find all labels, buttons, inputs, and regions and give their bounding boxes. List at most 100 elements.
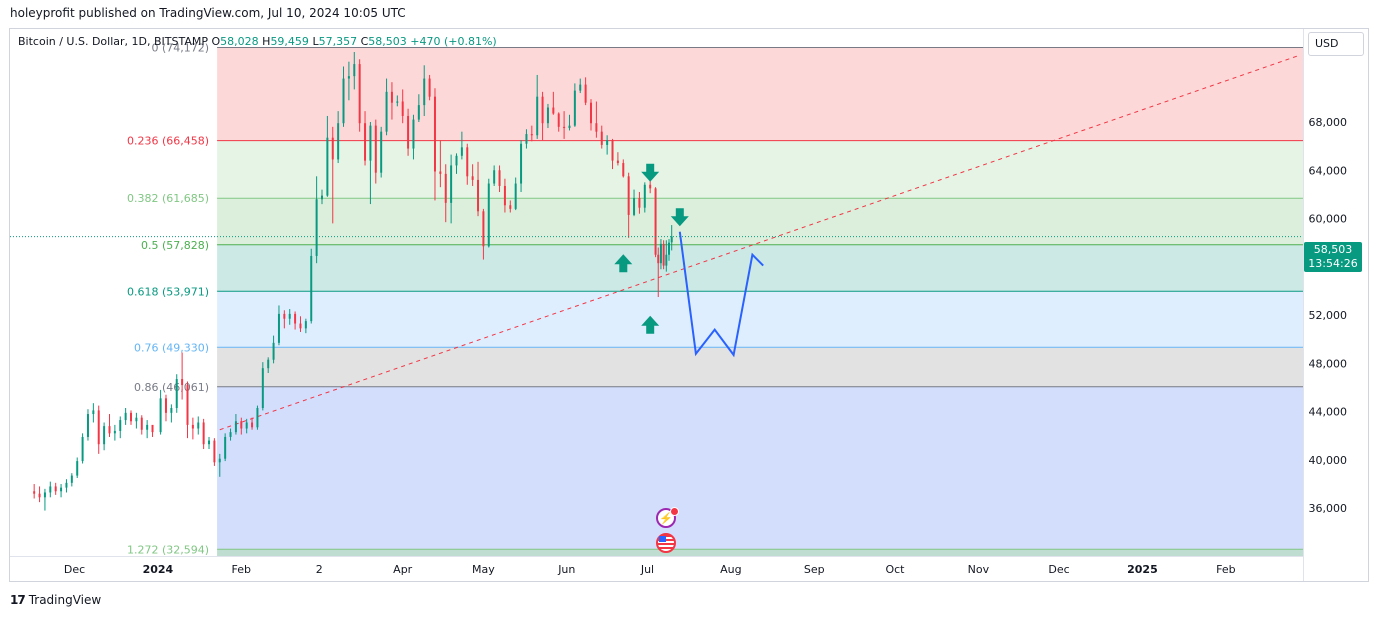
candle-body — [208, 440, 211, 445]
candle-body — [103, 426, 106, 445]
candle-body — [288, 313, 291, 319]
candle-body — [520, 143, 523, 184]
candle-body — [622, 163, 625, 177]
candle-body — [277, 313, 280, 343]
candle-body — [159, 398, 162, 433]
trendline[interactable] — [219, 55, 1299, 431]
time-tick-label: 2024 — [143, 563, 174, 576]
candle-body — [643, 184, 646, 208]
time-scale-separator — [10, 556, 1303, 557]
fib-zone-1.272 — [217, 549, 1304, 556]
chart-frame — [9, 28, 1369, 582]
candle-body — [455, 155, 458, 166]
fib-label-0.236: 0.236 (66,458) — [127, 135, 209, 148]
close-label: C — [360, 35, 369, 48]
fib-zone-0.618 — [217, 291, 1304, 348]
low-value: 57,357 — [318, 35, 358, 48]
candle-body — [546, 107, 549, 124]
candle-body — [616, 160, 619, 164]
candle-body — [584, 84, 587, 103]
candle-body — [659, 243, 662, 264]
candle-body — [552, 107, 555, 114]
open-value: 58,028 — [220, 35, 259, 48]
candle-body — [460, 147, 463, 156]
candle-body — [563, 126, 566, 129]
fib-label-1.272: 1.272 (32,594) — [127, 543, 209, 556]
candle-body — [428, 78, 431, 97]
candle-body — [573, 90, 576, 126]
candle-body — [668, 242, 671, 255]
candle-body — [326, 137, 329, 196]
candle-body — [197, 422, 200, 429]
trendline-segment — [219, 55, 1299, 431]
candle-body — [261, 368, 264, 409]
candle-body — [633, 198, 636, 215]
candle-body — [108, 426, 111, 434]
time-tick-label: Sep — [804, 563, 825, 576]
fib-label-0.618: 0.618 (53,971) — [127, 285, 209, 298]
candle-body — [358, 64, 361, 124]
price-scale[interactable]: 36,00040,00044,00048,00052,00056,00060,0… — [1309, 116, 1348, 515]
time-tick-label: 2 — [316, 563, 323, 576]
candle-body — [49, 486, 52, 493]
candle-body — [611, 140, 614, 161]
candle-body — [240, 421, 243, 429]
candle-body — [590, 102, 592, 124]
candle-body — [471, 176, 474, 180]
candle-body — [638, 198, 641, 208]
candle-body — [97, 410, 100, 445]
candle-body — [482, 211, 485, 247]
tradingview-brand[interactable]: 17 TradingView — [10, 593, 101, 607]
candle-body — [299, 323, 302, 329]
candle-body — [423, 78, 426, 106]
candle-body — [124, 412, 127, 421]
currency-button[interactable]: USD — [1308, 32, 1364, 56]
fibonacci-retracement[interactable]: 0 (74,172) 0.236 (66,458) 0.382 (61,685) 0.… — [127, 42, 1304, 557]
candle-body — [245, 422, 248, 429]
candle-body — [654, 188, 657, 255]
candle-body — [444, 173, 447, 203]
candle-body — [557, 113, 560, 127]
candle-body — [304, 321, 307, 329]
arrow-up-icon — [614, 254, 633, 273]
fib-zone-0.382 — [217, 198, 1304, 245]
candle-body — [670, 236, 673, 243]
brand-name: TradingView — [28, 593, 102, 607]
time-tick-label: Dec — [64, 563, 85, 576]
candle-body — [113, 430, 116, 434]
candle-body — [170, 408, 173, 413]
time-tick-label: Jul — [640, 563, 654, 576]
projection-path[interactable] — [678, 231, 764, 358]
symbol-title: Bitcoin / U.S. Dollar, 1D, BITSTAMP — [18, 35, 208, 48]
price-tick-label: 36,000 — [1309, 502, 1348, 515]
candle-body — [487, 183, 490, 247]
candle-body — [627, 176, 630, 215]
time-scale[interactable]: Dec 2024 Feb 2 Apr May Jun Jul Aug Sep Oct Nov Dec 20… — [64, 563, 1236, 576]
candle-body — [33, 491, 36, 494]
candle-body — [530, 134, 533, 136]
candle-body — [54, 486, 57, 492]
time-tick-label: Apr — [393, 563, 413, 576]
fib-label-0.382: 0.382 (61,685) — [127, 192, 209, 205]
arrow-markers[interactable] — [614, 163, 689, 334]
event-dot-icon — [670, 507, 679, 516]
current-price-badge: 58,503 13:54:26 — [1304, 242, 1362, 272]
price-scale-separator — [1303, 29, 1304, 581]
price-tick-label: 40,000 — [1309, 454, 1348, 467]
candle-body — [401, 101, 404, 116]
close-value: 58,503 — [368, 35, 407, 48]
candle-body — [135, 417, 138, 422]
fib-label-0.5: 0.5 (57,828) — [141, 239, 209, 252]
candle-body — [541, 96, 544, 124]
tradingview-logo-icon: 17 — [10, 593, 26, 607]
time-tick-label: Aug — [720, 563, 741, 576]
candle-body — [186, 385, 189, 425]
publisher-line: holeyprofit published on TradingView.com… — [10, 6, 406, 20]
bar-countdown: 13:54:26 — [1308, 257, 1358, 270]
time-tick-label: May — [472, 563, 495, 576]
candle-body — [331, 137, 334, 160]
candle-body — [294, 313, 297, 324]
candle-body — [267, 359, 270, 369]
candle-body — [525, 134, 528, 144]
